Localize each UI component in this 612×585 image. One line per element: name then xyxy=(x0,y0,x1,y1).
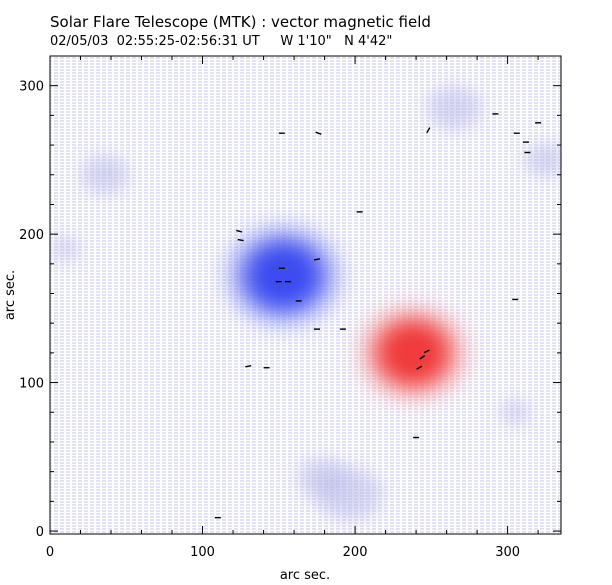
vector-mark xyxy=(245,365,252,368)
faint-patch xyxy=(499,400,531,425)
faint-patch xyxy=(426,85,482,130)
x-tick-label: 0 xyxy=(46,545,54,560)
faint-patch xyxy=(50,236,81,262)
x-tick-label: 300 xyxy=(495,545,520,560)
x-axis-label: arc sec. xyxy=(280,568,330,583)
vector-mark xyxy=(237,238,244,242)
positive-source-peak xyxy=(392,334,434,372)
chart-title: Solar Flare Telescope (MTK) : vector mag… xyxy=(50,13,431,31)
vector-mark xyxy=(236,229,243,233)
polarity-sources xyxy=(227,226,466,399)
y-tick-label: 300 xyxy=(19,80,44,95)
plot-frame xyxy=(49,55,562,535)
faint-patch xyxy=(524,142,561,177)
magnetic-vectors xyxy=(214,113,542,519)
x-tick-label: 200 xyxy=(343,545,368,560)
x-tick-label: 100 xyxy=(190,545,215,560)
y-axis-label: arc sec. xyxy=(3,270,18,320)
vector-mark xyxy=(419,355,426,360)
chart-subtitle: 02/05/03 02:55:25-02:56:31 UT W 1'10" N … xyxy=(50,34,393,49)
positive-polarity-source xyxy=(360,307,466,399)
negative-polarity-source xyxy=(227,226,340,325)
vector-mark xyxy=(315,131,322,135)
y-tick-label: 100 xyxy=(19,377,44,392)
vector-mark xyxy=(423,349,430,354)
y-tick-label: 0 xyxy=(36,525,44,540)
y-tick-label: 200 xyxy=(19,228,44,243)
vector-mark xyxy=(416,365,423,370)
vector-mark xyxy=(313,258,321,261)
axes: 0 100 200 300 0 100 200 300 xyxy=(19,55,561,560)
plot-area xyxy=(50,56,561,534)
faint-patch xyxy=(297,458,346,498)
faint-patch xyxy=(80,155,130,195)
vector-mark xyxy=(426,127,431,134)
negative-source-peak xyxy=(261,256,306,296)
faint-blue-patches xyxy=(50,85,561,521)
